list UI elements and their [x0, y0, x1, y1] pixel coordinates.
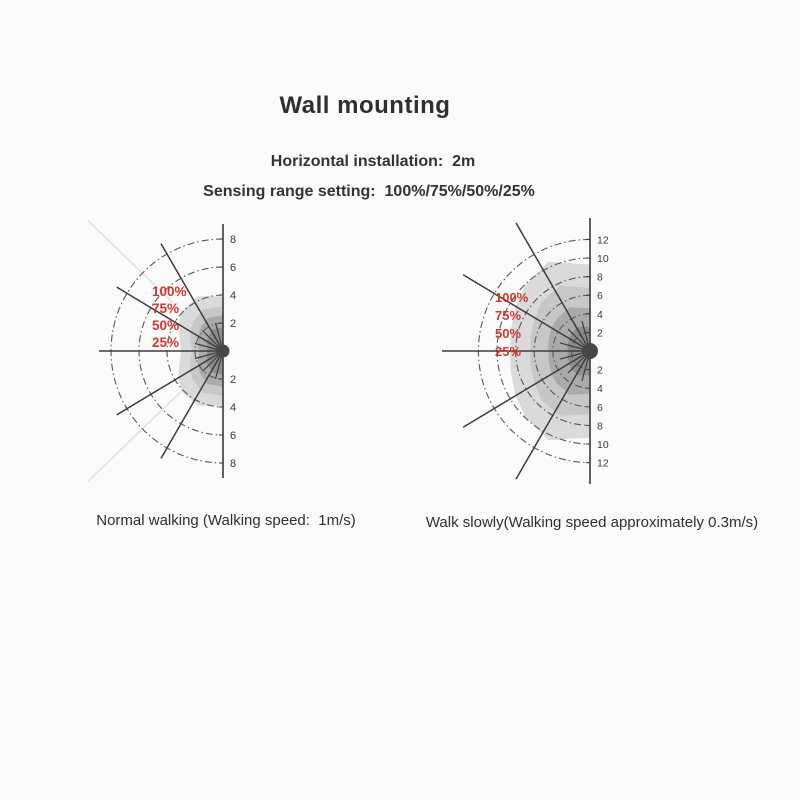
diagram-walk-slowly: 2 2 4 4 6 6 8 8 10 10 12 12 100% 75% 50% 25% — [442, 218, 609, 484]
diagram-normal-walking: 2 2 4 4 6 6 8 8 100% 75% 50% 25% — [87, 219, 236, 483]
tick-label: 4 — [230, 290, 236, 302]
tick-label: 8 — [230, 458, 236, 470]
tick-label: 8 — [230, 234, 236, 246]
page-title: Wall mounting — [279, 92, 451, 119]
tick-label: 2 — [230, 318, 236, 330]
tick-label: 4 — [230, 402, 236, 414]
tick-label: 4 — [597, 383, 603, 395]
percent-label: 25% — [495, 344, 521, 359]
percent-label: 100% — [495, 290, 529, 305]
sensor-center-dot — [216, 344, 230, 358]
tick-label: 6 — [597, 402, 603, 414]
tick-label: 6 — [230, 262, 236, 274]
percent-label: 50% — [152, 318, 179, 333]
faint-45deg-lines — [87, 219, 192, 483]
percent-setting-labels: 100% 75% 50% 25% — [152, 284, 187, 350]
percent-label: 25% — [152, 335, 179, 350]
caption-normal-walking: Normal walking (Walking speed: 1m/s) — [96, 512, 356, 529]
tick-label: 2 — [230, 374, 236, 386]
axis-tick-labels: 2 2 4 4 6 6 8 8 10 10 12 12 — [586, 234, 609, 470]
percent-label: 75% — [495, 308, 521, 323]
percent-setting-labels: 100% 75% 50% 25% — [495, 290, 529, 359]
percent-label: 75% — [152, 301, 179, 316]
tick-label: 10 — [597, 253, 609, 265]
axis-tick-labels: 2 2 4 4 6 6 8 8 — [219, 234, 236, 470]
subtitle-sensing-range-setting: Sensing range setting: 100%/75%/50%/25% — [203, 183, 535, 200]
tick-label: 10 — [597, 439, 609, 451]
sensor-center-dot — [582, 343, 598, 359]
radial-boundary-lines — [99, 243, 224, 459]
tick-label: 8 — [597, 420, 603, 432]
radial-boundary-lines — [442, 222, 591, 480]
tick-label: 6 — [597, 290, 603, 302]
subtitle-horizontal-installation: Horizontal installation: 2m — [270, 153, 476, 170]
percent-label: 100% — [152, 284, 187, 299]
tick-label: 2 — [597, 327, 603, 339]
tick-label: 8 — [597, 272, 603, 284]
tick-label: 12 — [597, 458, 609, 470]
tick-label: 4 — [597, 309, 603, 321]
tick-label: 12 — [597, 234, 609, 246]
percent-label: 50% — [495, 326, 521, 341]
tick-label: 2 — [597, 365, 603, 377]
tick-label: 6 — [230, 430, 236, 442]
caption-walk-slowly: Walk slowly(Walking speed approximately … — [425, 514, 759, 531]
